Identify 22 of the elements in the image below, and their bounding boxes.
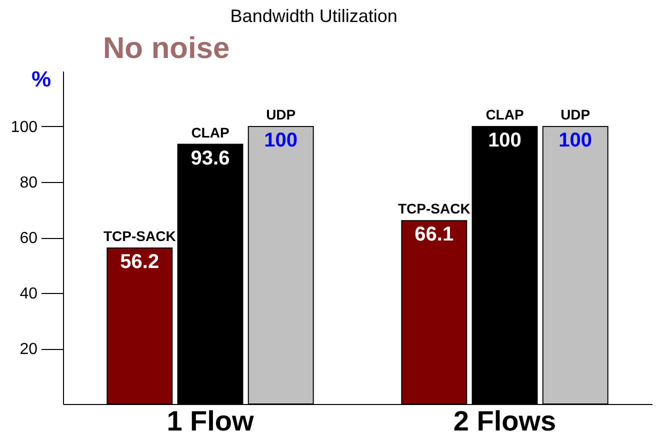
- y-tick-label: 100: [10, 119, 38, 136]
- x-tick-label: 2 Flows: [453, 406, 556, 436]
- y-tick-label: 20: [20, 341, 38, 358]
- chart-title: Bandwidth Utilization: [230, 6, 398, 26]
- data-label: 93.6: [190, 147, 230, 170]
- data-label: 100: [488, 130, 522, 152]
- series-label: UDP: [266, 106, 296, 122]
- series-label: CLAP: [191, 124, 230, 140]
- series-label: TCP-SACK: [103, 228, 176, 244]
- y-tick-label: 80: [20, 174, 38, 192]
- text: UDP: [560, 106, 590, 122]
- text: No noise: [103, 32, 230, 65]
- data-label: 66.1: [414, 224, 454, 246]
- x-tick-label: 1 Flow: [166, 406, 254, 436]
- y-tick-label: 40: [20, 286, 38, 302]
- y-tick-label: 60: [20, 230, 38, 247]
- data-label: 100: [558, 130, 592, 152]
- y-axis-title: %: [32, 66, 52, 92]
- text: CLAP: [486, 106, 524, 122]
- text: TCP-SACK: [398, 200, 470, 217]
- data-label: 100: [264, 130, 298, 152]
- data-label: 56.2: [120, 251, 160, 274]
